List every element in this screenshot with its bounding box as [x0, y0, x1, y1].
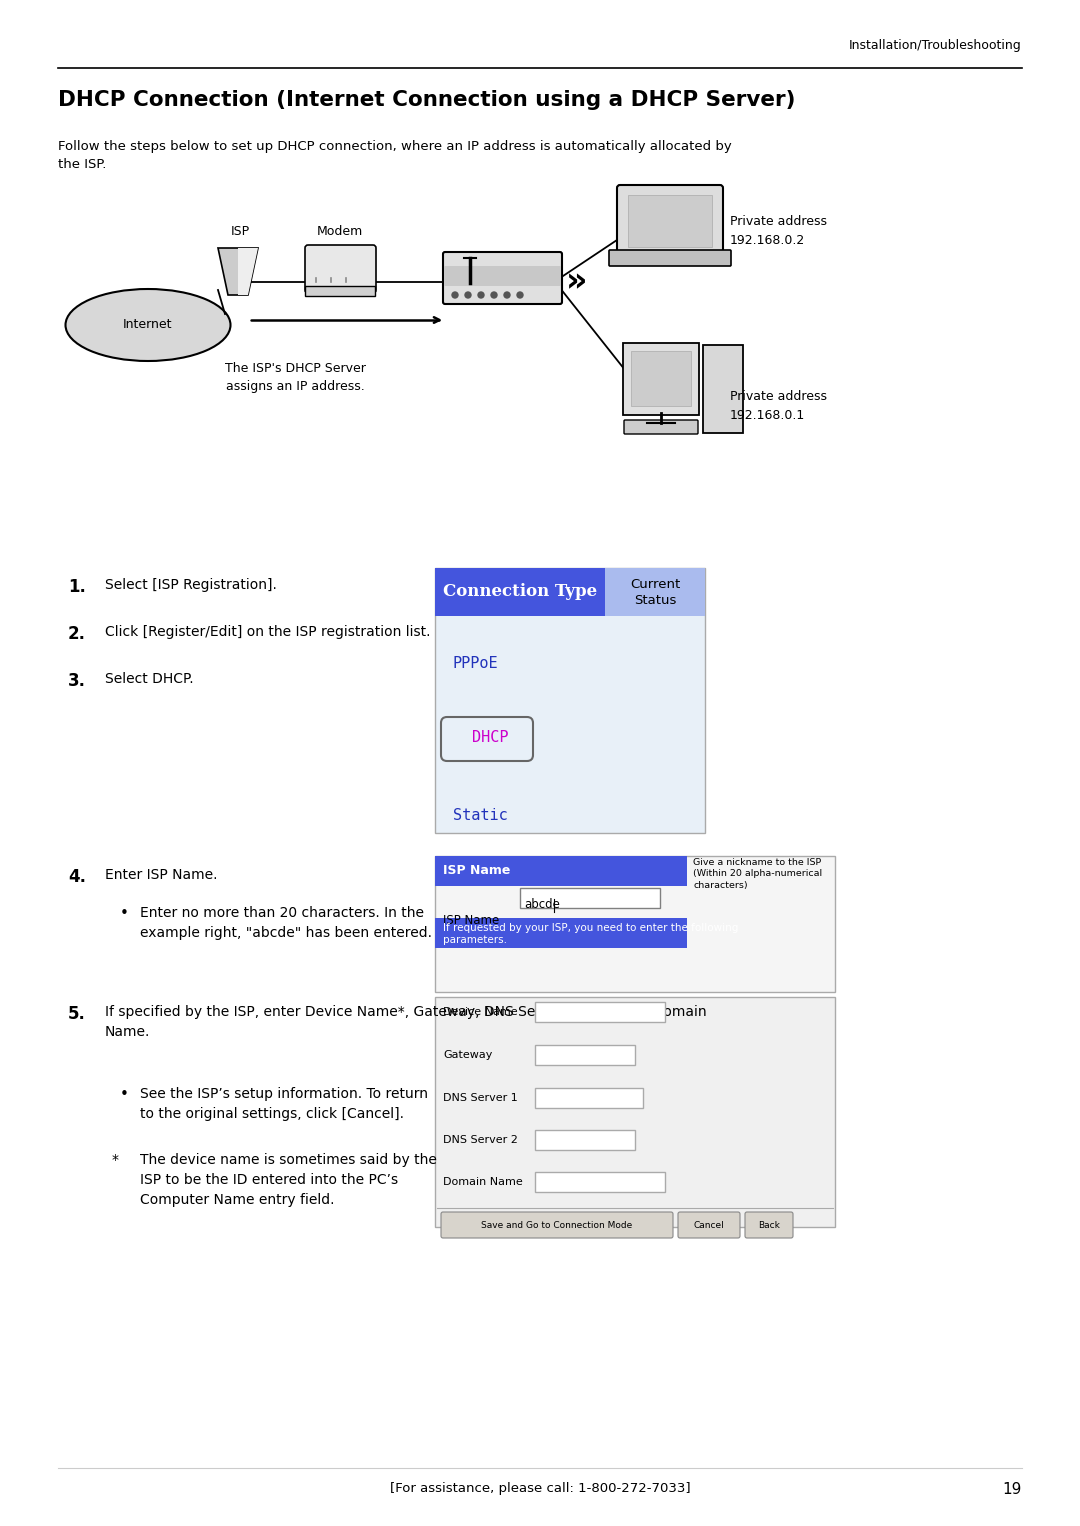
Text: Enter no more than 20 characters. In the
example right, "abcde" has been entered: Enter no more than 20 characters. In the…: [140, 906, 432, 940]
Text: 1.: 1.: [68, 578, 86, 597]
FancyBboxPatch shape: [703, 345, 743, 433]
Text: ISP Name: ISP Name: [443, 865, 511, 877]
Text: Select DHCP.: Select DHCP.: [105, 671, 193, 687]
Text: Select [ISP Registration].: Select [ISP Registration].: [105, 578, 276, 592]
FancyBboxPatch shape: [624, 420, 698, 433]
Text: Private address
192.168.0.1: Private address 192.168.0.1: [730, 391, 827, 423]
Circle shape: [465, 291, 471, 298]
Text: 2.: 2.: [68, 626, 86, 642]
FancyBboxPatch shape: [441, 1212, 673, 1238]
FancyBboxPatch shape: [631, 351, 691, 406]
Text: 3.: 3.: [68, 671, 86, 690]
FancyBboxPatch shape: [627, 195, 712, 247]
Text: •: •: [120, 1087, 129, 1102]
Text: DNS Server 1: DNS Server 1: [443, 1093, 517, 1103]
Text: *: *: [112, 1154, 119, 1167]
FancyBboxPatch shape: [441, 717, 534, 761]
Text: If requested by your ISP, you need to enter the following
parameters.: If requested by your ISP, you need to en…: [443, 923, 739, 945]
Text: See the ISP’s setup information. To return
to the original settings, click [Canc: See the ISP’s setup information. To retu…: [140, 1087, 428, 1122]
Text: DNS Server 2: DNS Server 2: [443, 1135, 518, 1144]
Text: Installation/Troubleshooting: Installation/Troubleshooting: [849, 40, 1022, 52]
Polygon shape: [218, 249, 258, 295]
Text: Internet: Internet: [123, 319, 173, 331]
FancyBboxPatch shape: [435, 568, 605, 617]
FancyBboxPatch shape: [605, 568, 705, 617]
Text: abcde: abcde: [524, 897, 559, 911]
FancyBboxPatch shape: [617, 185, 723, 256]
FancyBboxPatch shape: [609, 250, 731, 266]
FancyBboxPatch shape: [443, 252, 562, 304]
FancyBboxPatch shape: [519, 888, 660, 908]
Text: The ISP's DHCP Server
assigns an IP address.: The ISP's DHCP Server assigns an IP addr…: [225, 362, 365, 394]
Text: 5.: 5.: [68, 1006, 86, 1022]
Text: Follow the steps below to set up DHCP connection, where an IP address is automat: Follow the steps below to set up DHCP co…: [58, 140, 732, 171]
FancyBboxPatch shape: [435, 568, 705, 833]
FancyBboxPatch shape: [535, 1129, 635, 1151]
Circle shape: [504, 291, 510, 298]
Circle shape: [453, 291, 458, 298]
Text: Gateway: Gateway: [443, 1050, 492, 1061]
Text: DHCP: DHCP: [472, 731, 509, 746]
Polygon shape: [238, 249, 258, 295]
FancyBboxPatch shape: [623, 343, 699, 415]
Circle shape: [491, 291, 497, 298]
Text: Connection Type: Connection Type: [443, 583, 597, 601]
FancyBboxPatch shape: [444, 266, 561, 285]
Text: Click [Register/Edit] on the ISP registration list.: Click [Register/Edit] on the ISP registr…: [105, 626, 431, 639]
Text: Modem: Modem: [316, 224, 363, 238]
Circle shape: [478, 291, 484, 298]
Text: Static: Static: [453, 809, 508, 824]
Text: Cancel: Cancel: [693, 1221, 725, 1230]
Text: »: »: [566, 266, 588, 299]
FancyBboxPatch shape: [435, 919, 687, 948]
Ellipse shape: [66, 288, 230, 362]
Text: Give a nickname to the ISP
(Within 20 alpha-numerical
characters): Give a nickname to the ISP (Within 20 al…: [693, 858, 822, 890]
FancyBboxPatch shape: [435, 856, 687, 887]
FancyBboxPatch shape: [745, 1212, 793, 1238]
FancyBboxPatch shape: [305, 285, 375, 296]
Text: 19: 19: [1002, 1482, 1022, 1497]
FancyBboxPatch shape: [535, 1088, 643, 1108]
Text: •: •: [120, 906, 129, 922]
FancyBboxPatch shape: [535, 1045, 635, 1065]
Text: ISP Name: ISP Name: [443, 914, 499, 926]
Text: Current
Status: Current Status: [630, 577, 680, 606]
FancyBboxPatch shape: [435, 856, 835, 992]
Text: Domain Name: Domain Name: [443, 1177, 523, 1187]
Text: Private address
192.168.0.2: Private address 192.168.0.2: [730, 215, 827, 247]
Text: Save and Go to Connection Mode: Save and Go to Connection Mode: [482, 1221, 633, 1230]
Text: [For assistance, please call: 1-800-272-7033]: [For assistance, please call: 1-800-272-…: [390, 1482, 690, 1495]
Circle shape: [517, 291, 523, 298]
Text: If specified by the ISP, enter Device Name*, Gateway, DNS Server 1, 2, and/or Do: If specified by the ISP, enter Device Na…: [105, 1006, 706, 1039]
FancyBboxPatch shape: [535, 1003, 665, 1022]
FancyBboxPatch shape: [678, 1212, 740, 1238]
FancyBboxPatch shape: [535, 1172, 665, 1192]
Text: PPPoE: PPPoE: [453, 656, 499, 670]
Text: Enter ISP Name.: Enter ISP Name.: [105, 868, 217, 882]
Text: 4.: 4.: [68, 868, 86, 887]
Text: The device name is sometimes said by the
ISP to be the ID entered into the PC’s
: The device name is sometimes said by the…: [140, 1154, 437, 1207]
Text: ISP: ISP: [230, 224, 249, 238]
Text: DHCP Connection (Internet Connection using a DHCP Server): DHCP Connection (Internet Connection usi…: [58, 90, 796, 110]
Text: Back: Back: [758, 1221, 780, 1230]
FancyBboxPatch shape: [305, 246, 376, 293]
Text: Device Name: Device Name: [443, 1007, 517, 1016]
FancyBboxPatch shape: [435, 996, 835, 1227]
